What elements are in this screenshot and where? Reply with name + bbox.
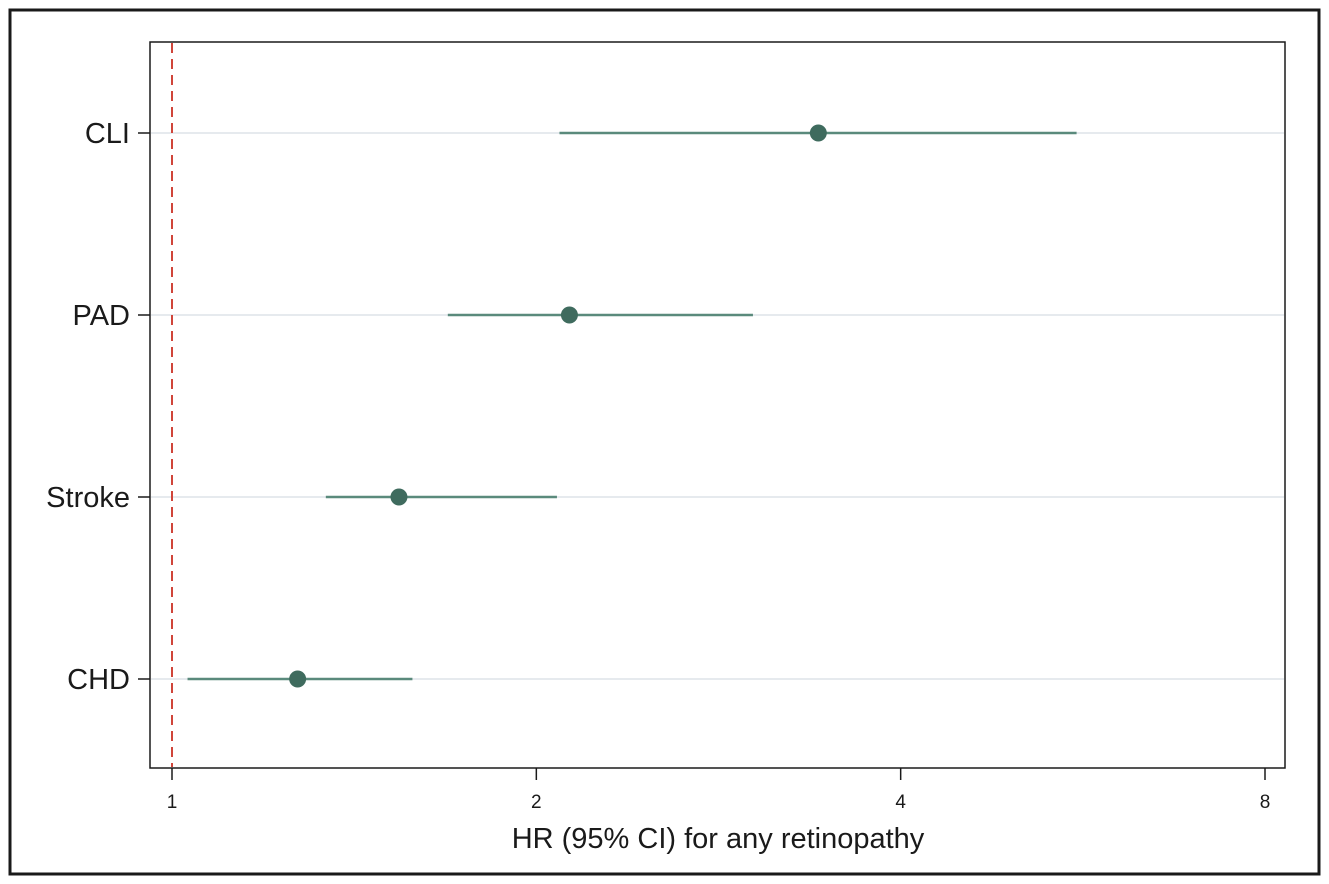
point-estimate-cli	[809, 124, 827, 142]
x-tick-label-1: 1	[167, 792, 178, 813]
x-axis-title: HR (95% CI) for any retinopathy	[512, 823, 925, 855]
markers-layer	[289, 124, 827, 688]
y-tick-label-cli: CLI	[85, 118, 130, 150]
point-estimate-chd	[289, 670, 307, 688]
y-axis: CLI PAD Stroke CHD	[46, 118, 150, 696]
x-tick-label-4: 4	[895, 792, 906, 813]
point-estimate-pad	[560, 306, 578, 324]
y-tick-label-stroke: Stroke	[46, 482, 130, 514]
point-estimate-stroke	[390, 488, 408, 506]
y-tick-label-pad: PAD	[73, 300, 130, 332]
y-tick-label-chd: CHD	[67, 664, 130, 696]
x-axis: 1 2 4 8	[167, 768, 1271, 813]
x-tick-label-8: 8	[1260, 792, 1271, 813]
x-tick-label-2: 2	[531, 792, 542, 813]
plot-area	[149, 41, 1286, 769]
